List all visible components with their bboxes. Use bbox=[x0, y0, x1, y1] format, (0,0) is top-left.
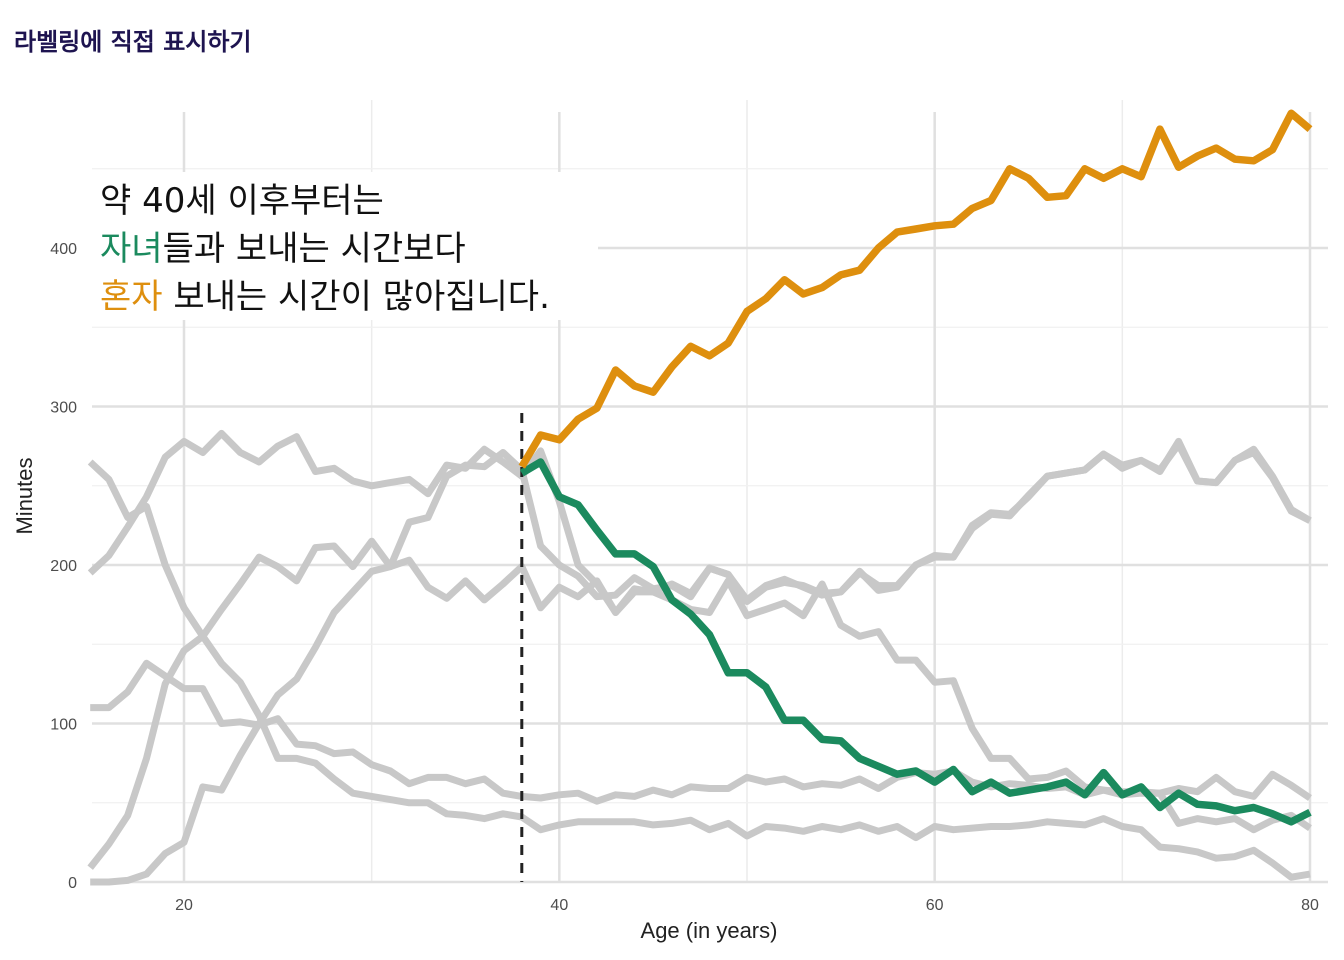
y-tick-label: 200 bbox=[50, 558, 77, 575]
chart-title: 라벨링에 직접 표시하기 bbox=[14, 28, 252, 56]
annotation-line-3: 혼자 보내는 시간이 많아집니다. bbox=[100, 277, 550, 317]
y-axis-title: Minutes bbox=[12, 457, 37, 534]
series-line-gray bbox=[87, 459, 1311, 881]
gray-series-group bbox=[87, 429, 1312, 886]
annotation-line-3-rest: 보내는 시간이 많아집니다. bbox=[163, 277, 550, 317]
x-tick-label: 40 bbox=[550, 897, 568, 914]
x-axis-ticks: 20 40 60 80 bbox=[175, 897, 1319, 914]
y-tick-label: 0 bbox=[68, 875, 77, 892]
y-axis-ticks: 0 100 200 300 400 bbox=[50, 241, 77, 892]
series-line-orange bbox=[518, 109, 1313, 469]
x-tick-label: 60 bbox=[926, 897, 944, 914]
y-tick-label: 300 bbox=[50, 400, 77, 417]
y-tick-label: 100 bbox=[50, 717, 77, 734]
annotation-line-2-rest: 들과 보내는 시간보다 bbox=[163, 229, 466, 269]
x-tick-label: 80 bbox=[1301, 897, 1319, 914]
annotation-children-highlight: 자녀 bbox=[100, 229, 163, 269]
y-tick-label: 400 bbox=[50, 241, 77, 258]
x-tick-label: 20 bbox=[175, 897, 193, 914]
highlight-series-group bbox=[518, 109, 1313, 826]
annotation-background bbox=[92, 172, 598, 320]
series-line-gray bbox=[90, 437, 1312, 886]
x-axis-title: Age (in years) bbox=[641, 918, 778, 943]
annotation-alone-highlight: 혼자 bbox=[100, 277, 163, 317]
series-line-gray bbox=[87, 429, 1312, 834]
series-line-teal bbox=[519, 458, 1312, 826]
series-line-gray bbox=[90, 659, 1312, 805]
series-line-gray bbox=[87, 441, 1312, 870]
annotation-line-1: 약 40세 이후부터는 bbox=[100, 181, 384, 221]
annotation-line-2: 자녀들과 보내는 시간보다 bbox=[100, 229, 466, 269]
